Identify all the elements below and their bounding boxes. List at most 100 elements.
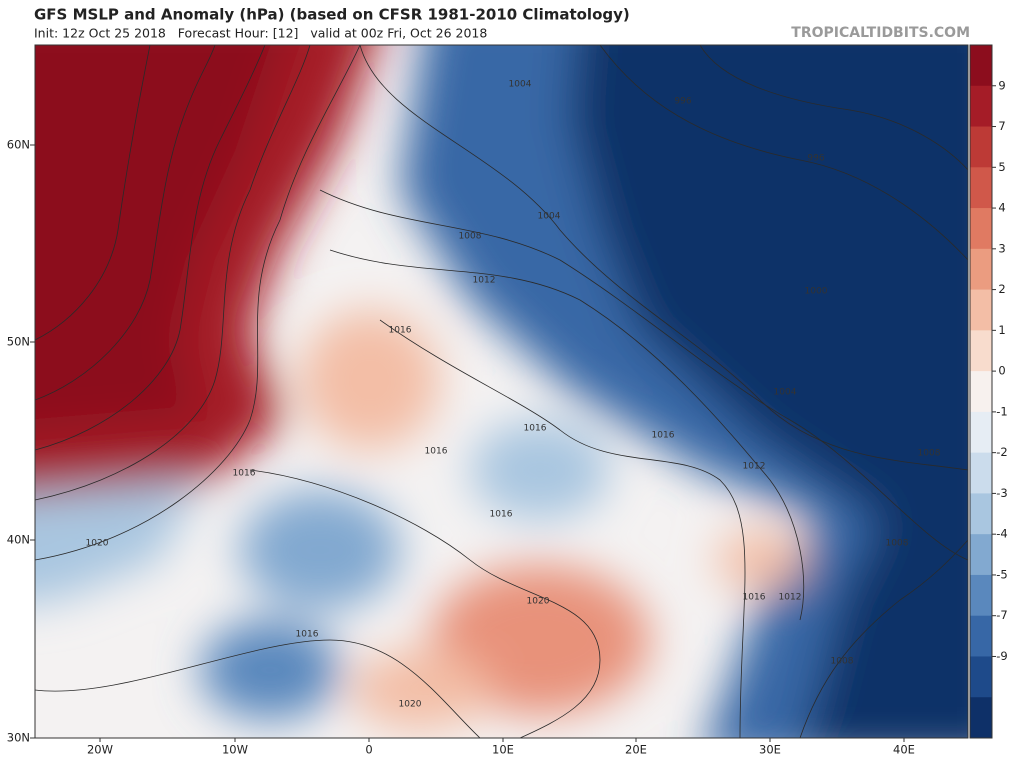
positive-anomaly xyxy=(300,310,440,450)
colorbar-label: 2 xyxy=(998,282,1005,296)
colorbar-label: 7 xyxy=(998,119,1005,133)
positive-anomaly xyxy=(350,650,490,730)
isobar-label: 1012 xyxy=(473,276,496,286)
negative-anomaly xyxy=(470,420,610,520)
isobar xyxy=(329,249,805,621)
colorbar-segment xyxy=(970,371,992,413)
colorbar-segment xyxy=(970,289,992,331)
isobar-label: 1016 xyxy=(490,510,513,520)
isobar xyxy=(35,45,151,341)
colorbar-segment xyxy=(970,697,992,739)
colorbar-segment xyxy=(970,126,992,168)
colorbar-label: -3 xyxy=(996,486,1007,500)
colorbar-segment xyxy=(970,493,992,535)
colorbar-label: 9 xyxy=(998,78,1005,92)
isobar-label: 1008 xyxy=(459,232,482,242)
title: GFS MSLP and Anomaly (hPa) (based on CFS… xyxy=(34,6,630,24)
colorbar-label: 0 xyxy=(998,364,1005,378)
colorbar-label: 5 xyxy=(998,160,1005,174)
isobar-label: 1016 xyxy=(425,447,448,457)
colorbar-segment xyxy=(970,248,992,291)
colorbar-segment xyxy=(970,45,992,87)
colorbar-label: 1 xyxy=(998,323,1005,337)
isobar xyxy=(35,45,361,561)
colorbar-segment xyxy=(970,534,992,576)
isobar-label: 1016 xyxy=(743,593,766,603)
longitude-label: 10E xyxy=(492,743,514,757)
isobar xyxy=(249,469,601,738)
colorbar-segment xyxy=(970,85,992,128)
negative-anomaly xyxy=(240,490,400,610)
colorbar-label: -2 xyxy=(996,445,1007,459)
isobar-label: 1016 xyxy=(233,469,256,479)
colorbar-segment xyxy=(970,167,992,209)
isobar-label: 1004 xyxy=(774,388,797,398)
negative-anomaly xyxy=(35,480,200,603)
source: TROPICALTIDBITS.COM xyxy=(791,25,970,41)
longitude-label: 30E xyxy=(759,743,781,757)
longitude-label: 20W xyxy=(87,743,113,757)
colorbar-label: -5 xyxy=(996,567,1007,581)
isobar-label: 1016 xyxy=(524,424,547,434)
latitude-label: 60N xyxy=(7,138,30,152)
latitude-label: 30N xyxy=(7,731,30,745)
colorbar-label: -4 xyxy=(996,527,1007,541)
isobar xyxy=(699,45,968,171)
isobar-label: 1016 xyxy=(296,630,319,640)
isobar-label: 1008 xyxy=(918,449,941,459)
isobar-label: 1020 xyxy=(86,539,109,549)
colorbar-segment xyxy=(970,452,992,494)
colorbar-label: 3 xyxy=(998,241,1005,255)
isobar-label: 1000 xyxy=(805,287,828,297)
isobar-label: 1012 xyxy=(779,593,802,603)
isobar-label: 1008 xyxy=(886,539,909,549)
isobar-label: 1016 xyxy=(389,326,412,336)
isobar-label: 1004 xyxy=(538,212,561,222)
colorbar-label: -1 xyxy=(996,404,1007,418)
latitude-label: 40N xyxy=(7,533,30,547)
colorbar-frame xyxy=(969,44,993,739)
colorbar-segment xyxy=(970,574,992,617)
colorbar-label: -7 xyxy=(996,608,1007,622)
negative-anomaly xyxy=(570,45,968,738)
longitude-label: 0 xyxy=(365,743,372,757)
isobar-label: 1012 xyxy=(743,462,766,472)
colorbar-segment xyxy=(970,411,992,454)
positive-anomaly xyxy=(35,45,285,434)
isobar-label: 1016 xyxy=(652,431,675,441)
isobar-label: 996 xyxy=(674,97,691,107)
colorbar-segment xyxy=(970,656,992,698)
isobar-label: 1004 xyxy=(509,80,532,90)
colorbar-label: 4 xyxy=(998,201,1005,215)
isobar xyxy=(359,45,968,471)
longitude-label: 20E xyxy=(625,743,647,757)
isobar xyxy=(35,45,216,401)
isobar xyxy=(799,539,968,738)
isobar xyxy=(35,45,311,501)
colorbar-segment xyxy=(970,330,992,372)
negative-anomaly xyxy=(200,620,340,720)
isobar-label: 1020 xyxy=(527,597,550,607)
latitude-label: 50N xyxy=(7,335,30,349)
subtitle: Init: 12z Oct 25 2018 Forecast Hour: [12… xyxy=(34,26,487,41)
isobar-label: 996 xyxy=(807,154,824,164)
positive-anomaly xyxy=(715,530,805,590)
isobar-label: 1020 xyxy=(399,700,422,710)
map-frame xyxy=(34,44,969,739)
longitude-label: 40E xyxy=(893,743,915,757)
colorbar-segment xyxy=(970,615,992,657)
colorbar-label: -9 xyxy=(996,649,1007,663)
isobar xyxy=(379,319,746,738)
colorbar-segment xyxy=(970,208,992,250)
longitude-label: 10W xyxy=(222,743,248,757)
isobars xyxy=(35,45,968,738)
isobar xyxy=(319,189,968,561)
isobar xyxy=(35,45,266,451)
isobar xyxy=(599,45,968,261)
isobar xyxy=(35,639,481,738)
isobar-label: 1008 xyxy=(831,657,854,667)
